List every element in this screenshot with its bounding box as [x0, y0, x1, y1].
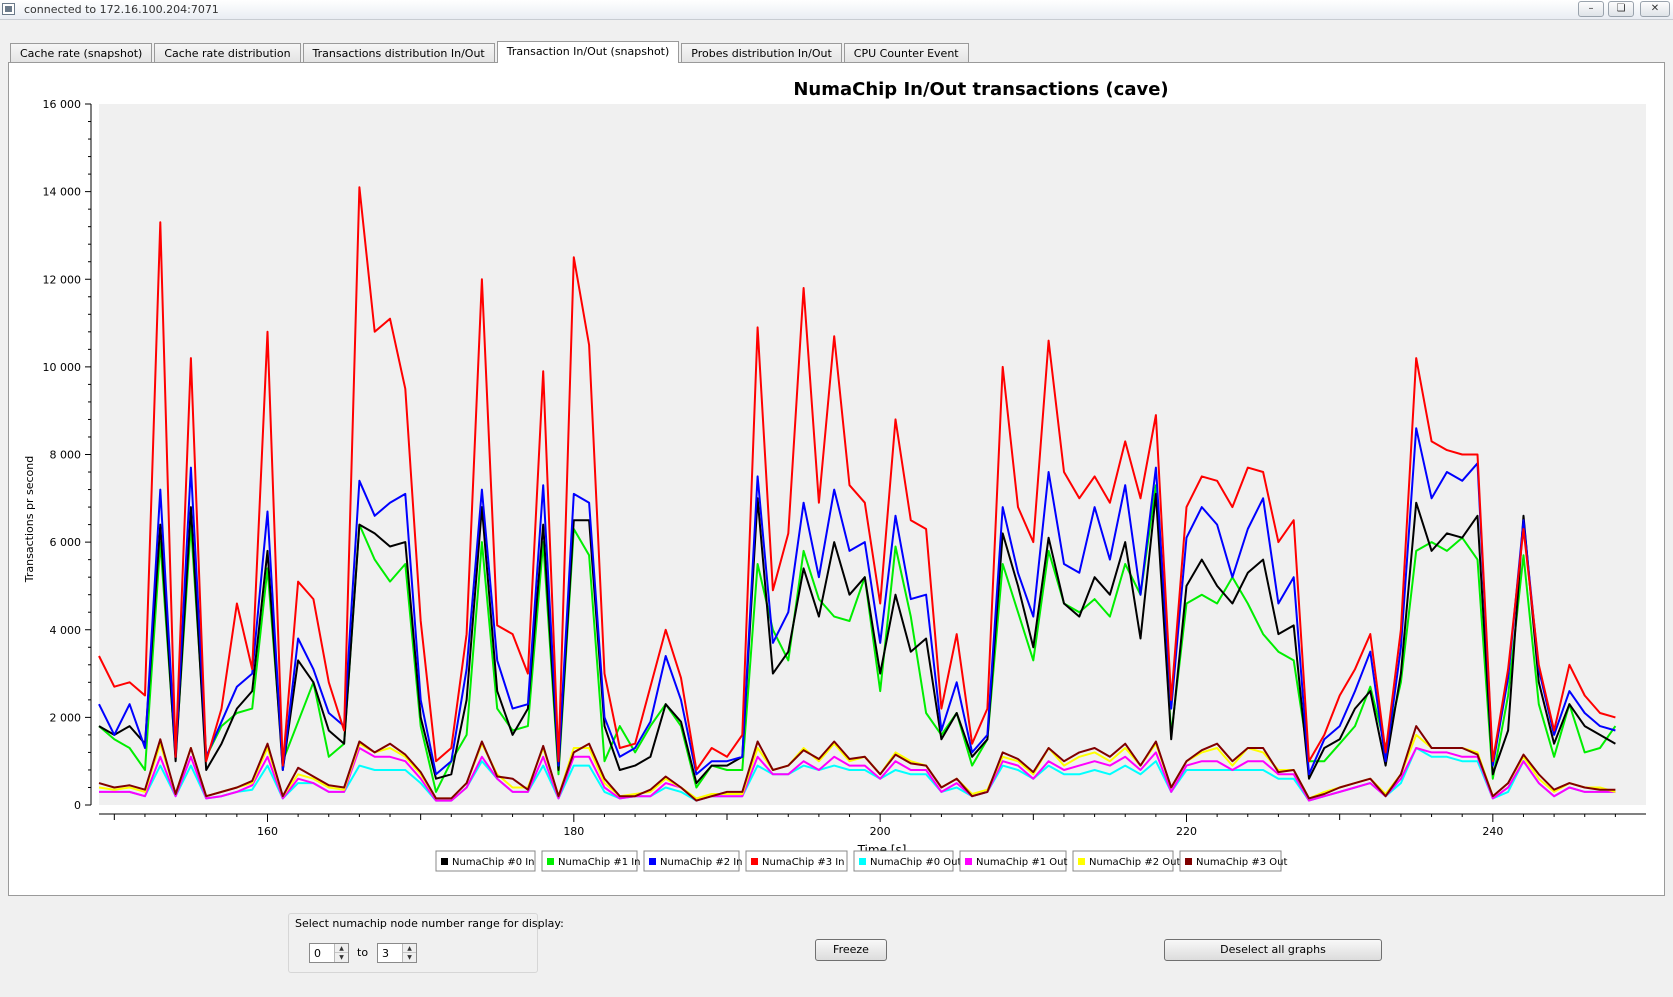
range-from-input[interactable] [310, 944, 334, 962]
legend-item-frame [1179, 850, 1282, 872]
tab-cache-rate-distribution[interactable]: Cache rate distribution [154, 43, 301, 63]
spin-down-icon[interactable]: ▼ [339, 954, 344, 961]
legend-label: NumaChip #0 Out [870, 857, 961, 868]
plot-background [99, 104, 1646, 805]
y-tick-label: 12 000 [43, 273, 82, 286]
legend-item-frame [541, 850, 638, 872]
y-tick-label: 4 000 [50, 624, 82, 637]
legend-swatch [547, 858, 554, 865]
range-to-label: to [357, 946, 369, 959]
tab-cache-rate-snapshot[interactable]: Cache rate (snapshot) [10, 43, 153, 63]
spin-up-icon[interactable]: ▲ [335, 944, 348, 953]
x-tick-label: 220 [1176, 825, 1197, 838]
legend-label: NumaChip #3 Out [1196, 857, 1287, 868]
legend-item[interactable]: NumaChip #3 Out [1179, 850, 1287, 872]
range-to-spinbox[interactable]: ▲ ▼ [377, 943, 417, 963]
series-line-numachip-1-out [99, 747, 1616, 802]
range-from-arrows[interactable]: ▲ ▼ [334, 944, 348, 962]
y-tick-label: 8 000 [50, 449, 82, 462]
legend-swatch [859, 858, 866, 865]
spin-up-icon[interactable]: ▲ [403, 944, 416, 953]
x-tick-label: 160 [257, 825, 278, 838]
tab-transaction-inout-snapshot[interactable]: Transaction In/Out (snapshot) [496, 41, 680, 63]
chart-panel: NumaChip In/Out transactions (cave) Tran… [8, 62, 1665, 896]
range-from-spinbox[interactable]: ▲ ▼ [309, 943, 349, 963]
y-tick-label: 2 000 [50, 711, 82, 724]
freeze-button[interactable]: Freeze [815, 939, 887, 961]
range-to-input[interactable] [378, 944, 402, 962]
legend-item-frame [643, 850, 740, 872]
transactions-chart: NumaChip In/Out transactions (cave) Tran… [23, 79, 1646, 872]
series-line-numachip-3-out [98, 725, 1616, 802]
legend-swatch [965, 858, 972, 865]
legend-swatch [751, 858, 758, 865]
tab-cpu-counter-event[interactable]: CPU Counter Event [843, 43, 969, 63]
tab-bar: Cache rate (snapshot) Cache rate distrib… [10, 41, 971, 63]
legend-label: NumaChip #2 Out [1089, 857, 1180, 868]
x-tick-label: 180 [563, 825, 584, 838]
window-titlebar: connected to 172.16.100.204:7071 – ❏ ✕ [0, 0, 1673, 20]
y-tick-label: 0 [74, 799, 81, 812]
legend-swatch [1078, 858, 1085, 865]
legend: NumaChip #0 In NumaChip #1 In NumaChip #2 … [435, 850, 1287, 872]
y-axis-label: Transactions pr second [23, 456, 36, 583]
axes-layer: 0 2 000 4 000 6 000 8 000 10 000 12 000 14 000 1… [43, 98, 1646, 838]
legend-item[interactable]: NumaChip #3 In [745, 850, 848, 872]
x-tick-label: 200 [870, 825, 891, 838]
chart-title: NumaChip In/Out transactions (cave) [793, 79, 1168, 100]
legend-swatch [441, 858, 448, 865]
restore-button[interactable]: ❏ [1608, 1, 1634, 17]
node-range-label: Select numachip node number range for di… [295, 917, 564, 930]
y-tick-label: 14 000 [43, 186, 82, 199]
legend-swatch [649, 858, 656, 865]
x-tick-label: 240 [1482, 825, 1503, 838]
legend-item-frame [853, 850, 954, 872]
minimize-button[interactable]: – [1578, 1, 1604, 17]
legend-label: NumaChip #3 In [762, 857, 845, 868]
tab-probes-distribution[interactable]: Probes distribution In/Out [681, 43, 842, 63]
spin-down-icon[interactable]: ▼ [407, 954, 412, 961]
legend-item-frame [745, 850, 848, 872]
series-line-numachip-3-in [98, 186, 1616, 771]
y-tick-label: 16 000 [43, 98, 82, 111]
range-to-arrows[interactable]: ▲ ▼ [402, 944, 416, 962]
deselect-all-graphs-button[interactable]: Deselect all graphs [1164, 939, 1382, 961]
close-button[interactable]: ✕ [1640, 1, 1670, 17]
legend-label: NumaChip #1 Out [976, 857, 1067, 868]
app-icon [2, 3, 15, 15]
legend-item-frame [1072, 850, 1174, 872]
y-tick-label: 6 000 [50, 536, 82, 549]
series-line-numachip-0-in [98, 492, 1616, 785]
legend-item[interactable]: NumaChip #0 Out [853, 850, 961, 872]
node-range-group: Select numachip node number range for di… [288, 913, 564, 973]
legend-label: NumaChip #1 In [558, 857, 641, 868]
legend-label: NumaChip #0 In [452, 857, 535, 868]
y-tick-label: 10 000 [43, 361, 82, 374]
series-layer [98, 186, 1617, 802]
series-line-numachip-2-in [98, 427, 1616, 776]
legend-item[interactable]: NumaChip #2 Out [1072, 850, 1180, 872]
legend-item-frame [959, 850, 1067, 872]
legend-swatch [1185, 858, 1192, 865]
tab-transactions-distribution[interactable]: Transactions distribution In/Out [302, 43, 495, 63]
legend-item[interactable]: NumaChip #2 In [643, 850, 743, 872]
legend-label: NumaChip #2 In [660, 857, 743, 868]
legend-item-frame [435, 850, 536, 872]
legend-item[interactable]: NumaChip #0 In [435, 850, 536, 872]
legend-item[interactable]: NumaChip #1 In [541, 850, 641, 872]
window-title: connected to 172.16.100.204:7071 [24, 3, 219, 16]
legend-item[interactable]: NumaChip #1 Out [959, 850, 1067, 872]
